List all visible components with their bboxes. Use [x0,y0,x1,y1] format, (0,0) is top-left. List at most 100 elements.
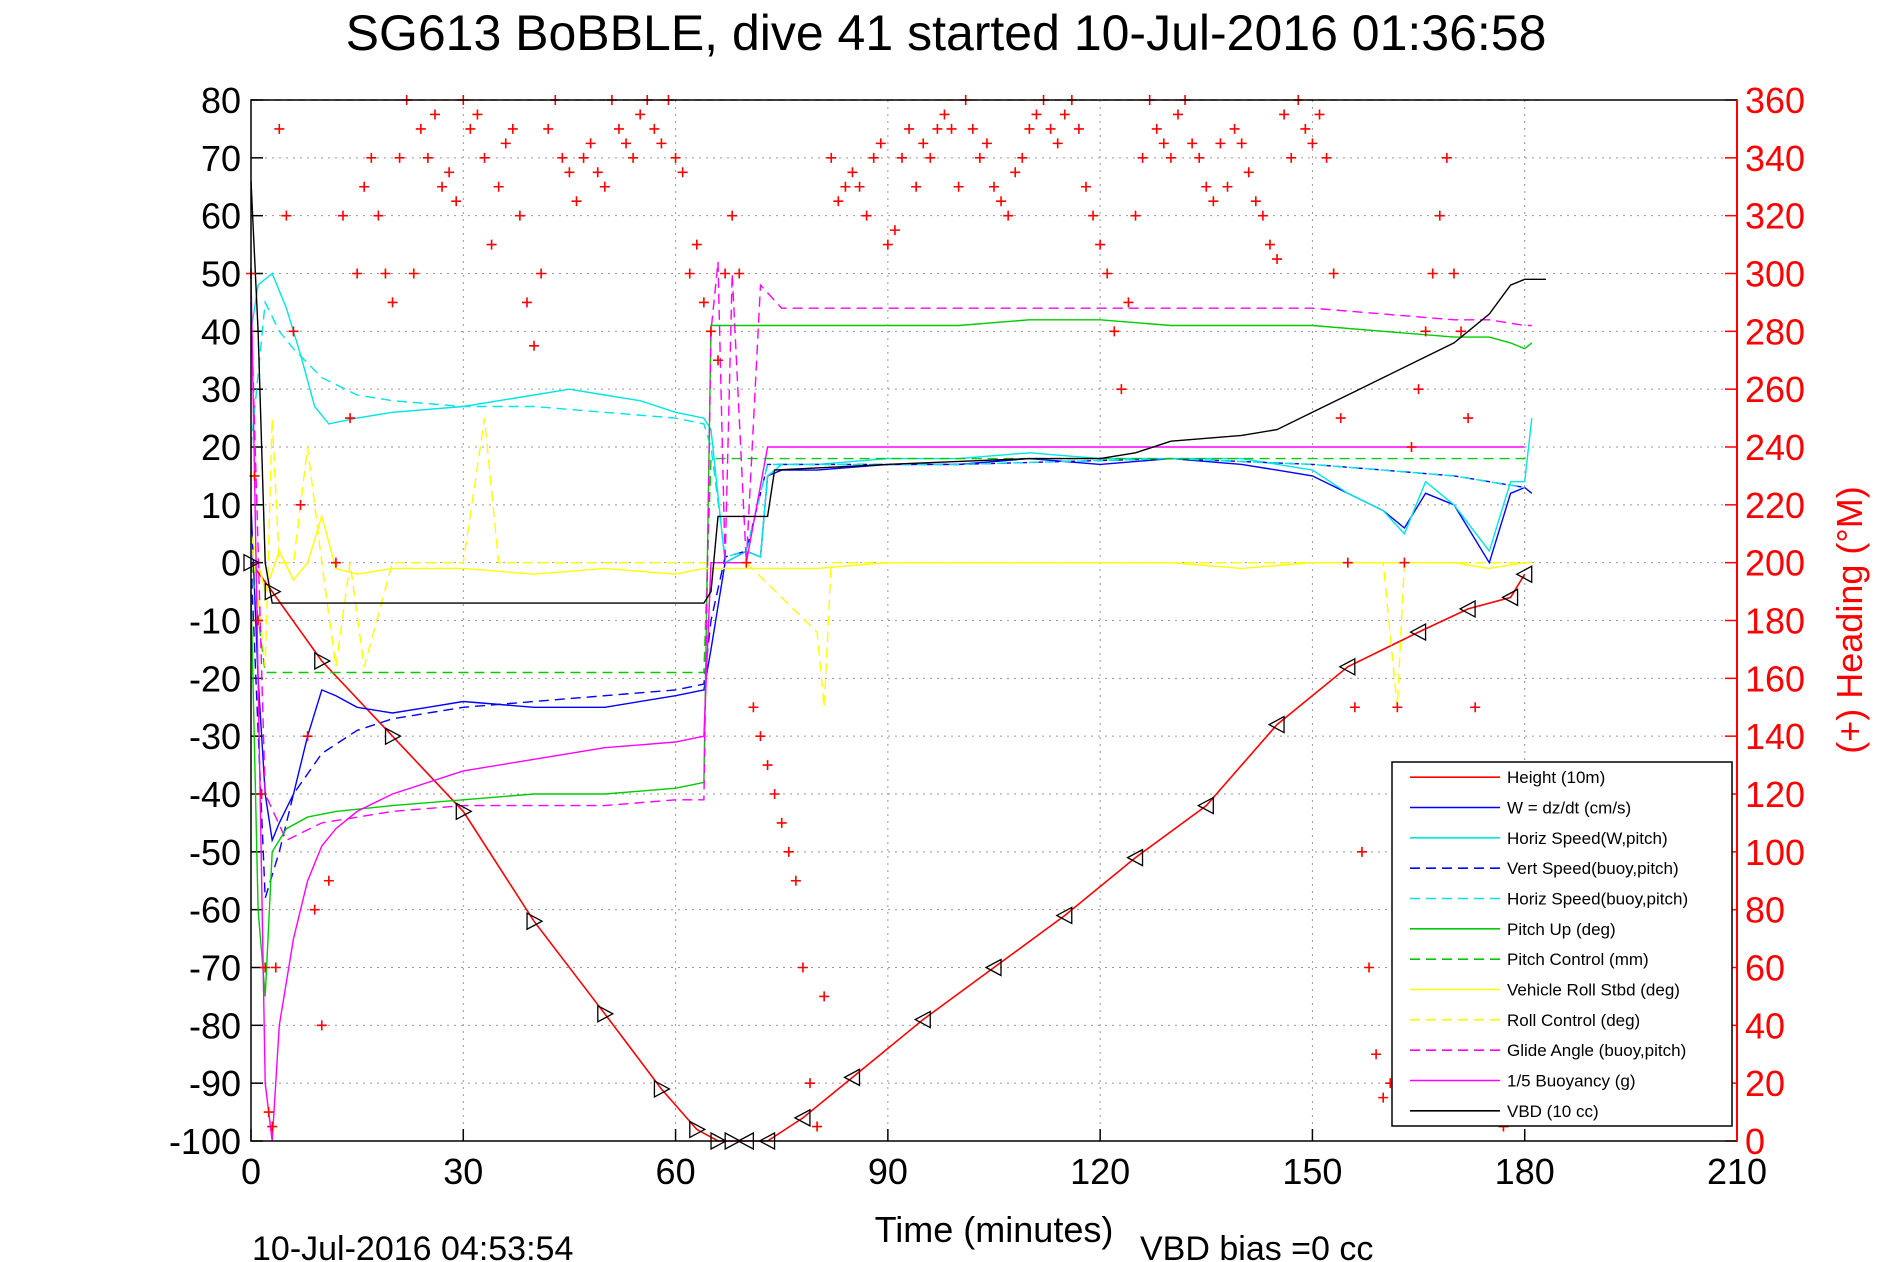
heading-point [1427,268,1438,279]
y-tick-label: 0 [221,543,241,584]
heading-point [684,268,695,279]
heading-point [1102,268,1113,279]
heading-point [1137,152,1148,163]
heading-point [1073,123,1084,134]
heading-point [1151,123,1162,134]
heading-point [493,181,504,192]
height-triangle-marker [653,1079,671,1099]
y-right-tick-label: 180 [1745,601,1805,642]
series-line [250,457,1532,674]
chart-title: SG613 BoBBLE, dive 41 started 10-Jul-201… [346,5,1547,61]
legend-label: 1/5 Buoyancy (g) [1507,1072,1636,1091]
heading-point [1328,268,1339,279]
heading-point [437,181,448,192]
legend-label: VBD (10 cc) [1507,1102,1599,1121]
heading-point [790,875,801,886]
heading-point [536,268,547,279]
heading-point [429,109,440,120]
heading-point [741,557,752,568]
y-right-tick-label: 160 [1745,658,1805,699]
height-triangle-marker [984,958,1002,977]
heading-point [953,181,964,192]
heading-point [868,152,879,163]
y-tick-label: -70 [189,948,241,989]
x-tick-label: 90 [868,1151,908,1192]
heading-point [705,326,716,337]
heading-point [1187,138,1198,149]
heading-point [270,962,281,973]
heading-point [366,152,377,163]
y-tick-label: -40 [189,774,241,815]
heading-point [1123,297,1134,308]
heading-point [260,962,271,973]
heading-point [1215,138,1226,149]
heading-point [1116,384,1127,395]
series-line [250,273,1525,1142]
y-right-tick-label: 40 [1745,1005,1785,1046]
heading-point [613,123,624,134]
heading-point [1045,123,1056,134]
height-triangle-marker [455,802,473,821]
heading-point [465,123,476,134]
x-tick-label: 210 [1707,1151,1767,1192]
heading-point [1088,210,1099,221]
heading-point [521,297,532,308]
heading-point [691,239,702,250]
series-line [250,299,1525,558]
heading-point [1406,442,1417,452]
height-triangle-marker [1055,906,1073,925]
y-tick-label: 70 [201,138,241,179]
heading-point [1017,152,1028,163]
y-right-tick-label: 300 [1745,254,1805,295]
x-tick-label: 180 [1495,1151,1555,1192]
heading-point [543,123,554,134]
height-triangle-marker [1501,588,1519,607]
heading-point [981,138,992,149]
heading-point [1130,210,1141,221]
heading-point [387,297,398,308]
heading-point [323,875,334,886]
heading-point [1024,123,1035,134]
heading-point [1434,210,1445,221]
x-tick-label: 120 [1070,1151,1130,1192]
heading-point [274,123,285,134]
heading-point [337,210,348,221]
heading-point [882,239,893,250]
heading-point [1307,138,1318,149]
heading-point [1109,326,1120,337]
y-right-tick-label: 60 [1745,948,1785,989]
heading-point [769,789,780,799]
heading-point [288,326,299,337]
heading-point [762,760,773,771]
heading-point [1158,138,1169,149]
y-tick-label: 80 [201,80,241,121]
y-axis-left-ticks: -100-90-80-70-60-50-40-30-20-10010203040… [169,80,263,1162]
heading-point [1279,109,1290,120]
heading-point [1399,557,1410,568]
heading-point [734,268,745,279]
legend-label: Height (10m) [1507,768,1605,787]
heading-point [1052,138,1063,149]
heading-point [1441,152,1452,163]
heading-point [1470,702,1481,713]
heading-point [557,152,568,163]
heading-point [302,731,313,742]
heading-point [656,138,667,149]
heading-point [1080,181,1091,192]
y-right-tick-label: 80 [1745,890,1785,931]
y-right-tick-label: 120 [1745,774,1805,815]
heading-point [805,1078,816,1089]
heading-point [1371,1049,1382,1060]
legend-label: W = dz/dt (cm/s) [1507,799,1631,818]
heading-point [295,499,306,510]
footer-vbd-bias: VBD bias =0 cc [1140,1230,1373,1262]
heading-point [854,181,865,192]
heading-point [1342,557,1353,568]
heading-point [1364,962,1375,973]
heading-point [1335,413,1346,424]
heading-point [1172,109,1183,120]
series-line [250,562,1526,1142]
heading-point [263,1107,274,1118]
heading-point [1456,326,1467,337]
heading-point [309,904,320,915]
